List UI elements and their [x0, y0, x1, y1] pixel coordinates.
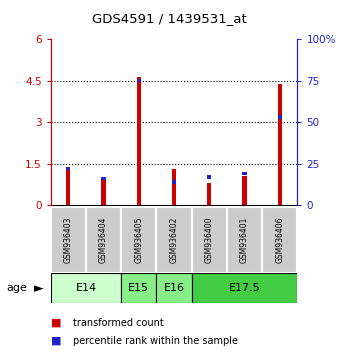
Bar — [66, 167, 70, 170]
Bar — [207, 183, 212, 205]
Bar — [66, 167, 70, 205]
Text: E14: E14 — [75, 283, 97, 293]
Text: GSM936402: GSM936402 — [170, 217, 178, 263]
Text: ►: ► — [34, 282, 43, 295]
Bar — [278, 84, 282, 205]
Bar — [278, 115, 282, 119]
Bar — [227, 207, 262, 273]
Text: GSM936406: GSM936406 — [275, 217, 284, 263]
Bar — [207, 175, 212, 179]
Bar — [172, 181, 176, 184]
Text: age: age — [7, 283, 28, 293]
Text: GSM936400: GSM936400 — [205, 217, 214, 263]
Bar — [51, 207, 86, 273]
Bar — [156, 273, 192, 303]
Text: GDS4591 / 1439531_at: GDS4591 / 1439531_at — [92, 12, 246, 25]
Bar — [242, 176, 247, 205]
Bar — [121, 273, 156, 303]
Text: transformed count: transformed count — [73, 318, 163, 328]
Text: GSM936405: GSM936405 — [134, 217, 143, 263]
Bar — [86, 207, 121, 273]
Bar — [121, 207, 156, 273]
Text: E15: E15 — [128, 283, 149, 293]
Text: percentile rank within the sample: percentile rank within the sample — [73, 336, 238, 346]
Text: E16: E16 — [164, 283, 185, 293]
Text: ■: ■ — [51, 318, 61, 328]
Text: GSM936403: GSM936403 — [64, 217, 73, 263]
Text: E17.5: E17.5 — [229, 283, 261, 293]
Bar — [242, 172, 247, 175]
Bar — [192, 207, 227, 273]
Bar — [101, 177, 106, 181]
Bar — [51, 273, 121, 303]
Bar — [262, 207, 297, 273]
Bar — [156, 207, 192, 273]
Bar — [137, 77, 141, 205]
Text: GSM936404: GSM936404 — [99, 217, 108, 263]
Bar — [192, 273, 297, 303]
Bar — [101, 179, 106, 205]
Text: ■: ■ — [51, 336, 61, 346]
Bar — [137, 79, 141, 82]
Bar — [172, 169, 176, 205]
Text: GSM936401: GSM936401 — [240, 217, 249, 263]
